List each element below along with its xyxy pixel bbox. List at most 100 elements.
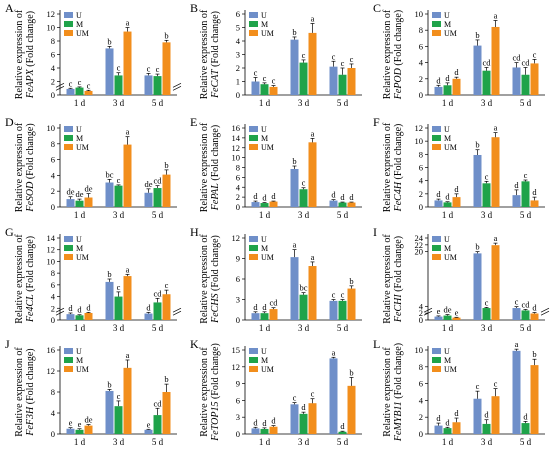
y-tick-label: 2 — [51, 77, 55, 87]
legend-label: U — [444, 125, 450, 134]
significance-letter: d — [262, 302, 267, 312]
ylabel-suffix: (Fold change) — [25, 236, 36, 294]
legend-swatch-m — [249, 135, 258, 141]
legend-label: U — [261, 11, 267, 20]
bar-m — [521, 310, 530, 320]
legend-label: U — [76, 235, 82, 244]
legend-label: UM — [444, 365, 457, 374]
gene-name: FeC4H — [393, 181, 404, 212]
x-tick-label: 3 d — [481, 323, 493, 333]
bar-u — [251, 202, 260, 207]
y-tick-label: 12 — [232, 233, 241, 243]
gene-name: FeCHI — [393, 294, 404, 323]
y-tick-label: 6 — [236, 395, 240, 405]
significance-letter: a — [126, 264, 130, 274]
x-tick-label: 5 d — [337, 98, 349, 108]
y-tick-label: 4 — [236, 182, 241, 192]
significance-letter: b — [292, 156, 296, 166]
y-tick-label: 8 — [51, 268, 55, 278]
significance-letter: c — [485, 297, 489, 307]
legend-label: UM — [444, 29, 457, 38]
legend-label: UM — [76, 365, 89, 374]
x-tick-label: 1 d — [74, 98, 86, 108]
ylabel-suffix: (Fold change) — [25, 348, 36, 406]
bar-m — [482, 423, 491, 434]
y-tick-label: 0 — [51, 202, 55, 212]
legend-label: UM — [444, 253, 457, 262]
legend-swatch-m — [249, 357, 258, 363]
y-tick-label: 6 — [51, 280, 55, 290]
significance-letter: c — [341, 290, 345, 300]
significance-letter: c — [293, 393, 297, 403]
y-tick-label: 10 — [47, 123, 56, 133]
y-tick-label: 10 — [47, 256, 56, 266]
bar-m — [482, 70, 491, 95]
legend-swatch-u — [249, 236, 258, 242]
significance-letter: c — [263, 73, 267, 83]
bar-um — [491, 245, 500, 320]
x-tick-label: 3 d — [481, 98, 493, 108]
significance-letter: c — [332, 290, 336, 300]
y-tick-label: 8 — [419, 362, 423, 372]
significance-letter: d — [253, 191, 258, 201]
bar-m — [260, 203, 269, 207]
x-tick-label: 5 d — [152, 210, 164, 220]
y-tick-label: 4 — [236, 36, 241, 46]
y-tick-label: 9 — [236, 379, 240, 389]
panel-letter: F — [373, 115, 380, 129]
legend-label: UM — [444, 143, 457, 152]
legend-swatch-um — [432, 30, 441, 36]
legend-swatch-um — [64, 144, 73, 150]
y-tick-label: 22 — [415, 240, 424, 250]
x-tick-label: 1 d — [442, 210, 454, 220]
ylabel-line2: Fe4CL (Fold change) — [25, 236, 36, 323]
significance-letter: d — [532, 187, 537, 197]
bar-m — [299, 294, 308, 320]
bar-m — [482, 183, 491, 207]
significance-letter: c — [311, 389, 315, 399]
x-tick-label: 3 d — [113, 98, 125, 108]
bar-u — [66, 88, 75, 95]
bar-m — [443, 315, 452, 320]
legend-swatch-m — [249, 21, 258, 27]
bar-m — [153, 415, 162, 434]
bar-um — [84, 90, 93, 95]
x-tick-label: 5 d — [337, 210, 349, 220]
legend-swatch-m — [432, 245, 441, 251]
panel-letter: G — [5, 225, 14, 239]
y-tick-label: 0 — [419, 429, 423, 439]
significance-letter: e — [69, 418, 73, 428]
significance-letter: a — [311, 13, 315, 23]
bar-u — [473, 398, 482, 434]
legend-label: M — [76, 134, 83, 143]
panel-j: J Relative expression of FeF3H (Fold chang… — [5, 337, 177, 447]
significance-letter: d — [436, 75, 441, 85]
ylabel-line1: Relative expression of — [199, 9, 210, 99]
bar-um — [269, 426, 278, 434]
legend-swatch-u — [64, 12, 73, 18]
significance-letter: d — [86, 302, 91, 312]
y-tick-label: 0 — [51, 429, 55, 439]
legend-swatch-u — [249, 348, 258, 354]
y-tick-label: 2 — [236, 192, 240, 202]
x-tick-label: 5 d — [152, 323, 164, 333]
bar-um — [347, 68, 356, 95]
bar-m — [521, 181, 530, 207]
y-tick-label: 12 — [47, 9, 56, 19]
bar-um — [347, 288, 356, 320]
bar-um — [269, 201, 278, 207]
bar-u — [105, 182, 114, 207]
ylabel-suffix: (Fold change) — [393, 236, 404, 294]
significance-letter: de — [84, 415, 92, 425]
legend-swatch-um — [249, 254, 258, 260]
bar-m — [75, 315, 84, 320]
y-tick-label: 10 — [415, 136, 424, 146]
y-tick-label: 20 — [415, 247, 424, 257]
ylabel-line1: Relative expression of — [199, 122, 210, 212]
significance-letter: d — [514, 180, 519, 190]
bar-u — [105, 390, 114, 434]
ylabel-suffix: (Fold change) — [393, 10, 404, 68]
axis-break-mark — [172, 310, 182, 316]
bar-u — [473, 154, 482, 207]
